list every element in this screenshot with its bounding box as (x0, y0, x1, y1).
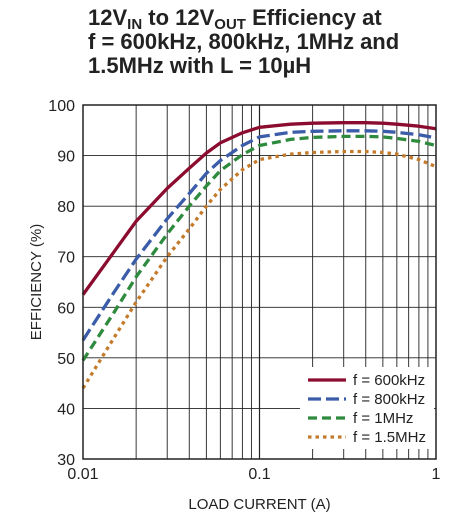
legend-label: f = 1.5MHz (353, 429, 426, 446)
series-line (81, 134, 437, 362)
y-tick-label: 50 (57, 351, 75, 368)
legend: f = 600kHz f = 800kHz f = 1MHz f = 1.5MHz (300, 367, 434, 449)
series-lines (81, 121, 437, 390)
title-fragment: 12V (88, 5, 128, 30)
title-line-2: f = 600kHz, 800kHz, 1MHz and (88, 29, 400, 54)
y-tick-label: 80 (57, 199, 75, 216)
y-axis-label: EFFICIENCY (%) (28, 224, 45, 340)
legend-label: f = 1MHz (353, 410, 413, 427)
y-tick-label: 60 (57, 300, 75, 317)
x-tick-label: 0.01 (67, 466, 98, 483)
title-subscript-out: OUT (214, 16, 246, 33)
title-fragment: to 12V (142, 5, 215, 30)
y-tick-label: 90 (57, 149, 75, 166)
series-line (81, 129, 437, 342)
series-line (81, 149, 437, 390)
x-axis-label: LOAD CURRENT (A) (188, 496, 330, 513)
chart-title: 12VIN to 12VOUT Efficiency at f = 600kHz… (88, 6, 444, 78)
legend-label: f = 800kHz (353, 391, 425, 408)
x-tick-label: 1 (432, 466, 441, 483)
series-line (81, 121, 437, 296)
y-tick-label: 30 (57, 452, 75, 469)
tick-labels: 30 40 50 60 70 80 90 100 0.01 0.1 1 (48, 98, 440, 483)
y-tick-label: 100 (48, 98, 75, 115)
title-line-3: 1.5MHz with L = 10µH (88, 53, 312, 78)
title-subscript-in: IN (127, 16, 143, 33)
title-line-1: 12VIN to 12VOUT Efficiency at (88, 5, 444, 33)
title-fragment: Efficiency at (245, 5, 382, 30)
y-tick-label: 70 (57, 250, 75, 267)
y-tick-label: 40 (57, 401, 75, 418)
x-tick-label: 0.1 (248, 466, 270, 483)
legend-label: f = 600kHz (353, 372, 425, 389)
plot-frame (82, 104, 437, 460)
